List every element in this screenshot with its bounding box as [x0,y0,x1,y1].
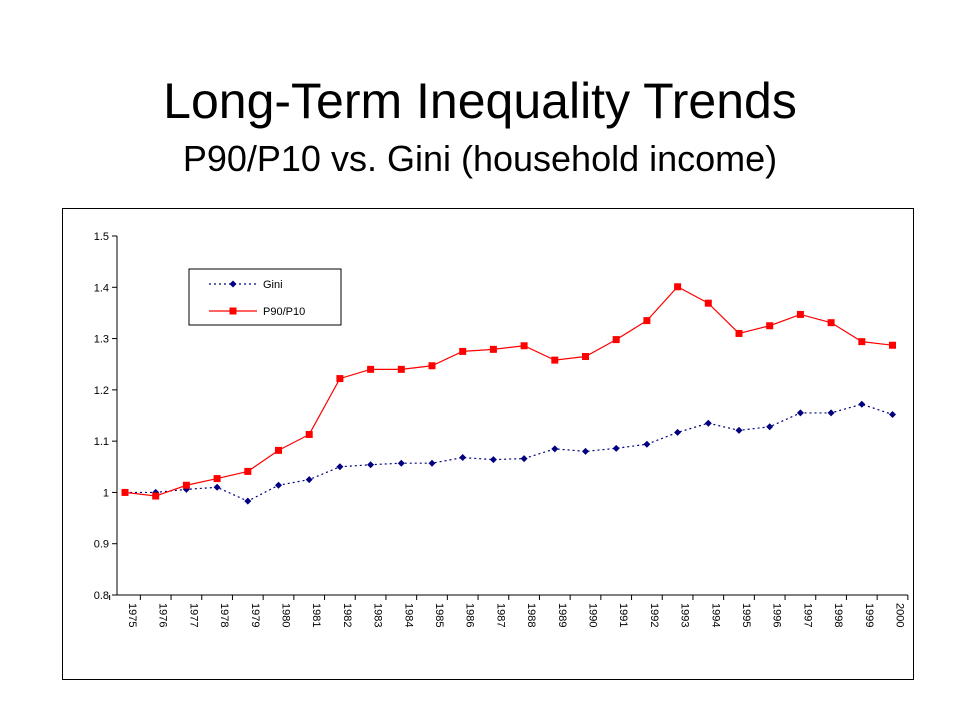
y-tick-label: 1.4 [94,282,109,294]
x-tick-label: 1992 [648,603,660,627]
y-tick-label: 0.8 [94,590,109,602]
data-point-p90-p10 [121,488,129,496]
data-point-p90-p10 [643,317,651,325]
data-point-p90-p10 [305,430,313,438]
x-tick-label: 1979 [249,603,261,627]
x-tick-label: 1990 [587,603,599,627]
data-point-gini [827,409,835,417]
data-point-p90-p10 [336,375,344,383]
data-point-p90-p10 [674,283,682,291]
data-point-gini [336,463,344,471]
legend-box [188,268,342,326]
data-point-p90-p10 [367,365,375,373]
data-point-gini [582,447,589,455]
data-point-p90-p10 [827,319,835,327]
x-tick-label: 1986 [464,603,476,627]
data-point-p90-p10 [397,365,405,373]
data-point-gini [704,419,712,427]
y-tick-label: 1 [103,487,109,499]
data-point-gini [275,481,282,489]
data-point-gini [520,455,528,463]
data-point-gini [551,445,559,453]
data-point-p90-p10 [213,475,221,483]
x-tick-label: 1976 [157,603,169,627]
data-point-p90-p10 [459,347,467,355]
data-point-gini [213,483,221,491]
data-point-gini [858,400,866,408]
x-tick-label: 1975 [126,603,138,627]
x-tick-label: 1995 [740,603,752,627]
data-point-gini [889,410,896,418]
data-point-gini [796,409,804,417]
data-point-p90-p10 [152,492,160,500]
x-tick-label: 2000 [894,603,906,627]
x-tick-label: 1978 [218,603,230,627]
data-point-p90-p10 [428,362,436,370]
data-point-gini [367,461,375,469]
y-tick-label: 0.9 [94,539,109,551]
data-point-gini [643,440,651,448]
data-point-p90-p10 [735,329,743,337]
x-tick-label: 1977 [187,603,199,627]
legend-label: P90/P10 [263,306,305,318]
x-tick-label: 1980 [280,603,292,627]
data-point-p90-p10 [796,310,804,318]
y-tick-label: 1.2 [94,385,109,397]
series-line-p90-p10 [124,286,893,497]
data-point-gini [397,459,405,467]
data-point-gini [612,444,620,452]
x-tick-label: 1987 [494,603,506,627]
x-tick-label: 1984 [402,603,414,627]
x-tick-label: 1989 [556,603,568,627]
y-tick-label: 1.3 [94,334,109,346]
x-tick-label: 1998 [832,603,844,627]
data-point-p90-p10 [489,345,497,353]
line-chart: 0.8 0.9 1 1.1 1.2 1.3 1.4 1.5 1975 1976 1977 1978 19… [94,231,909,627]
data-point-p90-p10 [582,353,589,361]
legend-marker-square [229,307,237,315]
data-point-p90-p10 [858,338,866,346]
data-point-gini [489,456,497,464]
data-point-p90-p10 [612,336,620,344]
data-point-gini [305,476,313,484]
data-point-p90-p10 [182,481,190,489]
x-tick-label: 1988 [525,603,537,627]
x-tick-label: 1981 [310,603,322,627]
data-point-gini [459,454,467,462]
x-tick-label: 1999 [863,603,875,627]
x-tick-label: 1993 [679,603,691,627]
data-point-p90-p10 [889,341,896,349]
series-line-gini [125,403,893,502]
x-tick-label: 1985 [433,603,445,627]
data-point-gini [766,423,774,431]
x-tick-label: 1994 [709,603,721,627]
x-tick-label: 1982 [341,603,353,627]
data-point-gini [244,497,252,505]
slide-subtitle: P90/P10 vs. Gini (household income) [182,138,778,179]
data-point-p90-p10 [244,467,252,475]
x-tick-label: 1996 [771,603,783,627]
legend-label: Gini [263,279,283,291]
x-tick-label: 1991 [617,603,629,627]
data-point-p90-p10 [704,299,712,307]
x-tick-label: 1997 [801,603,813,627]
data-point-p90-p10 [520,342,528,350]
data-point-p90-p10 [551,356,559,364]
data-point-gini [735,426,743,434]
data-point-p90-p10 [275,446,282,454]
data-point-gini [674,428,682,436]
y-tick-label: 1.1 [94,436,109,448]
slide-title: Long-Term Inequality Trends [163,73,797,129]
legend-marker-diamond [229,280,237,288]
chart-frame: 0.8 0.9 1 1.1 1.2 1.3 1.4 1.5 1975 1976 1977 1978 19… [62,208,914,680]
data-point-p90-p10 [766,322,774,330]
y-tick-label: 1.5 [94,231,109,243]
data-point-gini [428,459,436,467]
x-tick-label: 1983 [372,603,384,627]
